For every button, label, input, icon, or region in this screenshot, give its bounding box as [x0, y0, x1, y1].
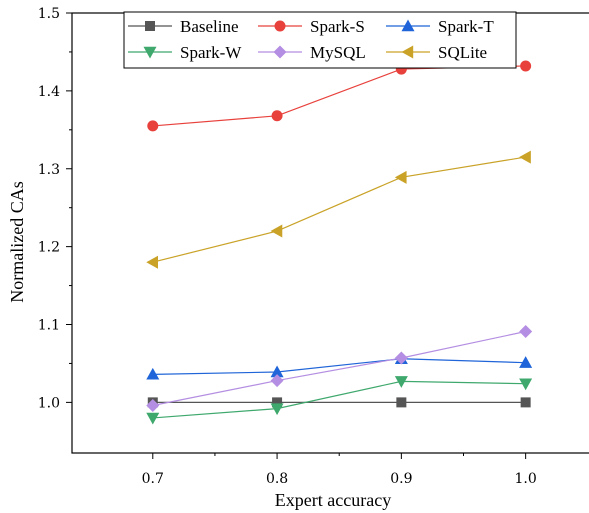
- legend: Baseline Spark-S Spark-T Spark-W MySQL SQLite: [123, 11, 517, 69]
- series-sqlite: [146, 150, 531, 269]
- x-tick-label: 0.7: [142, 471, 164, 487]
- legend-item-baseline: Baseline: [128, 17, 239, 36]
- data-point-sqlite: [270, 224, 283, 238]
- x-tick-label: 0.8: [266, 471, 288, 487]
- data-point-spark-w: [394, 376, 408, 388]
- legend-item-mysql: MySQL: [258, 43, 366, 62]
- legend-label: Baseline: [180, 17, 239, 36]
- data-point-spark-t: [270, 365, 284, 378]
- legend-marker: [143, 46, 157, 59]
- plot-border: [71, 12, 589, 454]
- series-line-sqlite: [152, 156, 526, 263]
- x-tick-label: 0.9: [390, 471, 412, 487]
- legend-marker: [274, 20, 286, 32]
- legend-item-spark-w: Spark-W: [128, 43, 242, 62]
- legend-marker: [401, 45, 414, 59]
- legend-item-sqlite: SQLite: [386, 43, 487, 62]
- series-mysql: [146, 325, 533, 412]
- legend-marker: [273, 45, 287, 59]
- y-tick-label: 1.5: [38, 6, 60, 22]
- data-point-spark-w: [146, 412, 160, 425]
- y-tick-label: 1.1: [38, 318, 60, 334]
- legend-marker: [401, 19, 415, 32]
- legend-marker: [145, 21, 155, 31]
- x-tick-label: 1.0: [515, 471, 537, 487]
- data-point-sqlite: [394, 170, 407, 184]
- series-line-spark-t: [152, 358, 526, 375]
- y-tick-label: 1.3: [38, 162, 60, 178]
- series-spark-w: [146, 376, 533, 425]
- data-point-spark-s: [147, 120, 159, 132]
- y-axis-title: Normalized CAs: [7, 181, 27, 302]
- y-tick-label: 1.2: [38, 240, 60, 256]
- series-line-mysql: [152, 330, 526, 407]
- legend-label: MySQL: [310, 43, 366, 62]
- axis-ticks: 0.7 0.8 0.9 1.0 1.0 1.1 1.2 1.3 1.4 1.5: [38, 6, 537, 487]
- legend-label: Spark-W: [180, 43, 242, 62]
- data-point-baseline: [396, 397, 407, 408]
- legend-box: [123, 11, 517, 69]
- legend-item-spark-s: Spark-S: [258, 17, 365, 36]
- data-point-mysql: [270, 374, 284, 388]
- data-point-spark-s: [271, 110, 283, 122]
- data-point-mysql: [519, 325, 533, 339]
- data-point-sqlite: [146, 255, 158, 269]
- series-layer: [146, 60, 533, 425]
- series-spark-t: [146, 352, 533, 380]
- data-point-mysql: [146, 398, 160, 412]
- data-point-baseline: [272, 397, 283, 408]
- legend-label: Spark-T: [438, 17, 494, 36]
- series-line-spark-s: [152, 65, 526, 127]
- legend-item-spark-t: Spark-T: [386, 17, 494, 36]
- data-point-spark-t: [519, 356, 533, 368]
- series-baseline: [147, 397, 531, 408]
- legend-label: Spark-S: [310, 17, 365, 36]
- x-axis-title: Expert accuracy: [275, 490, 391, 510]
- legend-label: SQLite: [438, 43, 487, 62]
- y-tick-label: 1.4: [38, 84, 60, 100]
- data-point-spark-w: [519, 378, 533, 391]
- series-spark-s: [147, 60, 532, 132]
- data-point-baseline: [520, 397, 531, 408]
- series-line-spark-w: [152, 380, 526, 419]
- plot-area: [71, 12, 589, 454]
- data-point-mysql: [394, 351, 408, 365]
- data-point-spark-w: [270, 403, 284, 416]
- data-point-spark-t: [146, 367, 160, 380]
- data-point-spark-s: [520, 60, 532, 72]
- y-tick-label: 1.0: [38, 395, 60, 411]
- data-point-sqlite: [519, 150, 531, 164]
